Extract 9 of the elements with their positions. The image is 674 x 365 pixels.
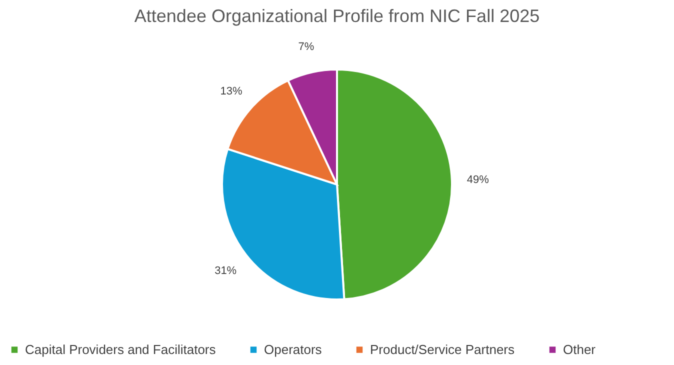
legend-label: Capital Providers and Facilitators <box>25 342 216 357</box>
legend-label: Operators <box>264 342 322 357</box>
data-label: 49% <box>466 174 490 186</box>
data-label: 13% <box>220 85 242 98</box>
legend-label: Other <box>563 342 596 357</box>
legend-label: Product/Service Partners <box>370 342 516 357</box>
data-label: 7% <box>298 40 314 53</box>
chart-title: Attendee Organizational Profile from NIC Fall 2025 <box>134 6 540 26</box>
data-label: 31% <box>214 264 237 277</box>
